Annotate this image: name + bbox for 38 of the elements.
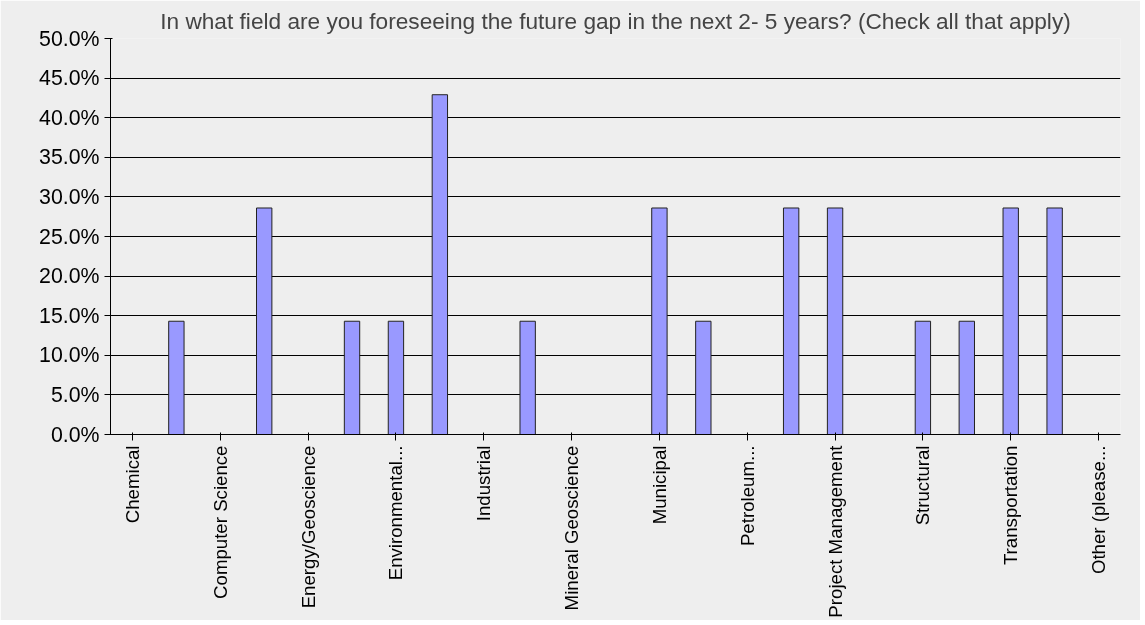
bar <box>1002 207 1019 435</box>
bar <box>343 320 361 435</box>
x-tick-label: Other (please... <box>1088 445 1110 575</box>
bar <box>695 320 712 435</box>
y-tick-label: 30.0% <box>39 184 100 209</box>
bar <box>168 320 185 435</box>
y-tick-label: 20.0% <box>39 264 100 289</box>
bar <box>651 207 668 435</box>
y-tick-label: 10.0% <box>39 343 100 368</box>
bar <box>914 320 932 435</box>
x-tick-label: Energy/Geoscience <box>297 445 319 609</box>
bar <box>519 320 536 435</box>
bar <box>826 207 844 435</box>
y-tick-label: 40.0% <box>39 105 100 130</box>
x-tick-label: Project Management <box>824 444 846 618</box>
x-tick-label: Mineral Geoscience <box>561 445 583 611</box>
y-tick-label: 50.0% <box>39 26 100 51</box>
x-tick-label: Environmental... <box>385 445 407 581</box>
y-tick-label: 35.0% <box>39 145 100 170</box>
x-tick-label: Computer Science <box>209 445 231 599</box>
bar <box>1046 207 1063 435</box>
x-tick-label: Petroleum... <box>736 445 758 547</box>
x-tick-label: Industrial <box>473 445 495 522</box>
bar <box>387 320 405 435</box>
chart-title: In what field are you foreseeing the future gap in the next 2- 5 years? (Check all that apply) <box>160 7 1071 34</box>
x-tick-label: Municipal <box>648 445 670 525</box>
y-tick-label: 25.0% <box>39 224 100 249</box>
y-tick-label: 0.0% <box>50 422 100 447</box>
y-tick-label: 15.0% <box>39 303 100 328</box>
x-tick-label: Transportation <box>1000 445 1022 566</box>
bar <box>256 207 273 435</box>
x-tick-label: Structural <box>912 445 934 526</box>
bar <box>782 207 800 435</box>
y-tick-label: 5.0% <box>50 382 100 407</box>
bar <box>958 320 975 435</box>
bar <box>431 94 449 435</box>
y-tick-label: 45.0% <box>39 66 100 91</box>
x-tick-label: Chemical <box>121 445 143 524</box>
